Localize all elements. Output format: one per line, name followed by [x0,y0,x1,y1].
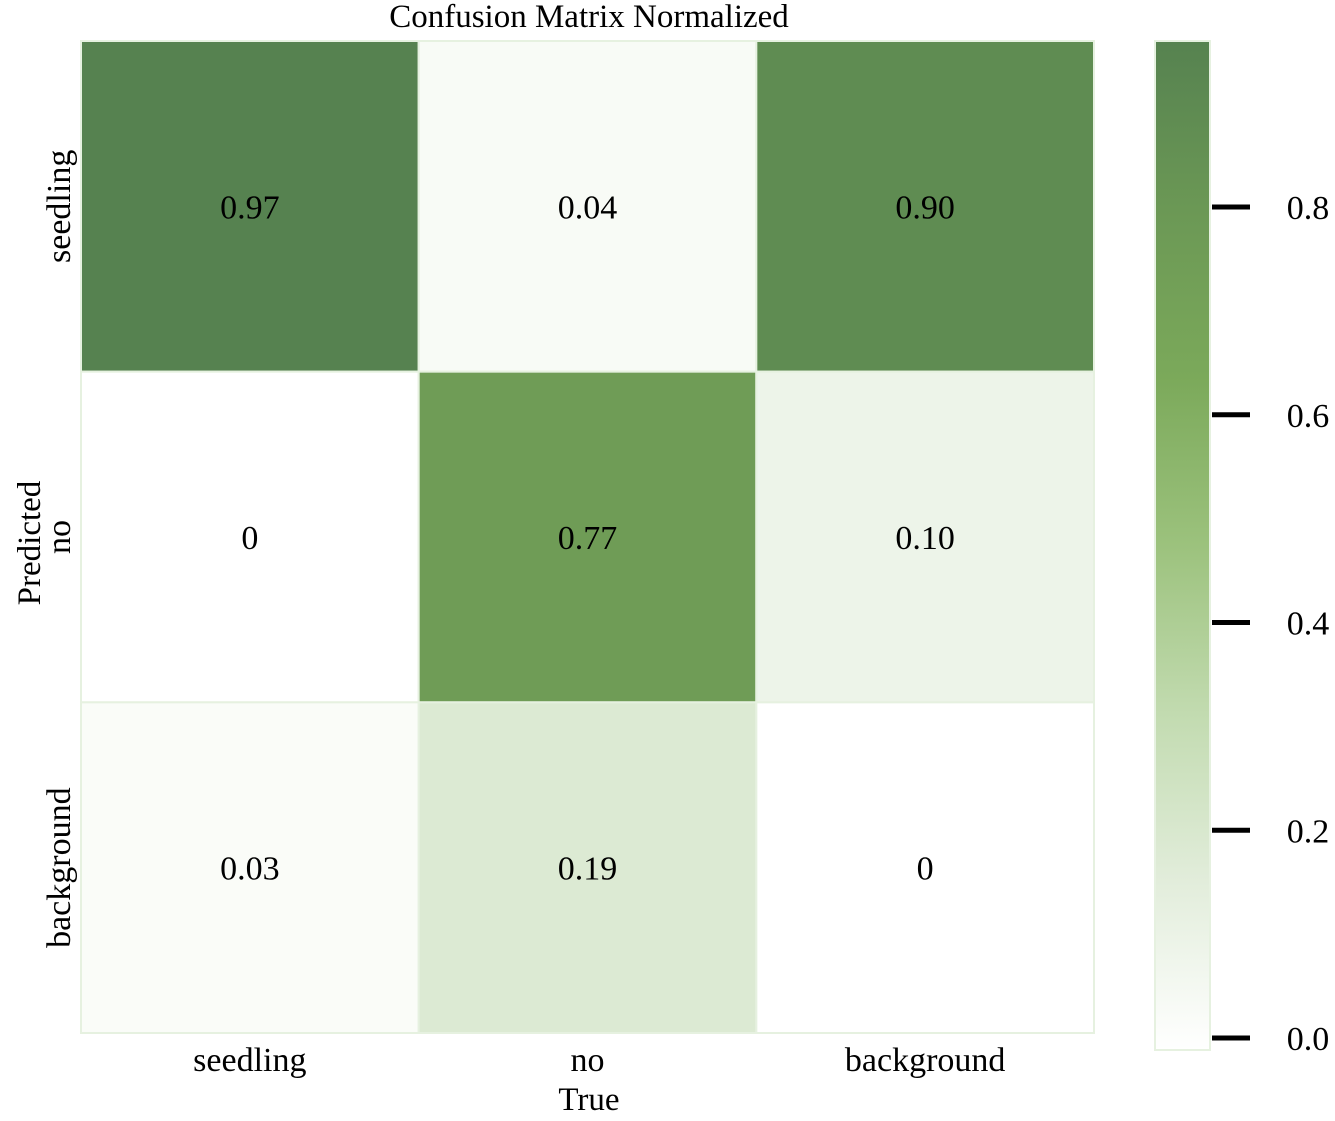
heatmap-cell-r2-c2 [755,701,1095,1034]
cell-value-label-r0-c0: 0.97 [220,189,280,226]
x-tick-label-2: background [845,1042,1006,1079]
colorbar-tick-label-3: 0.6 [1287,398,1330,435]
cell-value-label-r1-c0: 0 [241,520,258,557]
colorbar-tick-label-4: 0.8 [1287,190,1330,227]
heatmap-cells [80,40,1095,1034]
cell-value-label-r2-c2: 0 [917,851,934,888]
heatmap-cell-r0-c0 [80,40,420,373]
heatmap-cell-r0-c2 [755,40,1095,373]
x-tick-label-1: no [571,1042,605,1079]
y-tick-label-0: seedling [41,150,78,263]
cell-value-label-r1-c2: 0.10 [895,520,955,557]
heatmap-cell-r1-c2 [755,370,1095,704]
heatmap-cell-r0-c1 [417,40,758,373]
x-axis-label: True [558,1082,619,1116]
heatmap-cell-r2-c1 [417,701,758,1034]
cell-value-label-r0-c1: 0.04 [558,189,618,226]
cell-value-label-r2-c1: 0.19 [558,851,618,888]
y-axis-tick-labels: seedling no background [41,150,78,948]
y-tick-label-1: no [41,520,78,554]
y-tick-label-2: background [41,787,78,948]
cell-value-label-r1-c1: 0.77 [558,520,618,557]
colorbar-tick-label-0: 0.0 [1287,1021,1330,1058]
heatmap-cell-r2-c0 [80,701,420,1034]
colorbar-tick-label-2: 0.4 [1287,606,1330,643]
heatmap-cell-r1-c0 [80,370,420,704]
colorbar-tick-label-1: 0.2 [1287,813,1330,850]
heatmap-cell-labels: 0.97 0.04 0.90 0 0.77 0.10 0.03 0.19 0 [220,189,955,887]
cell-value-label-r2-c0: 0.03 [220,851,280,888]
y-axis-label: Predicted [12,480,48,605]
chart-title: Confusion Matrix Normalized [389,0,789,35]
colorbar: 0.0 0.2 0.4 0.6 0.8 [1154,40,1330,1058]
x-tick-label-0: seedling [193,1042,306,1079]
x-axis-tick-labels: seedling no background [193,1042,1005,1079]
colorbar-gradient [1154,40,1211,1051]
cell-value-label-r0-c2: 0.90 [895,189,955,226]
